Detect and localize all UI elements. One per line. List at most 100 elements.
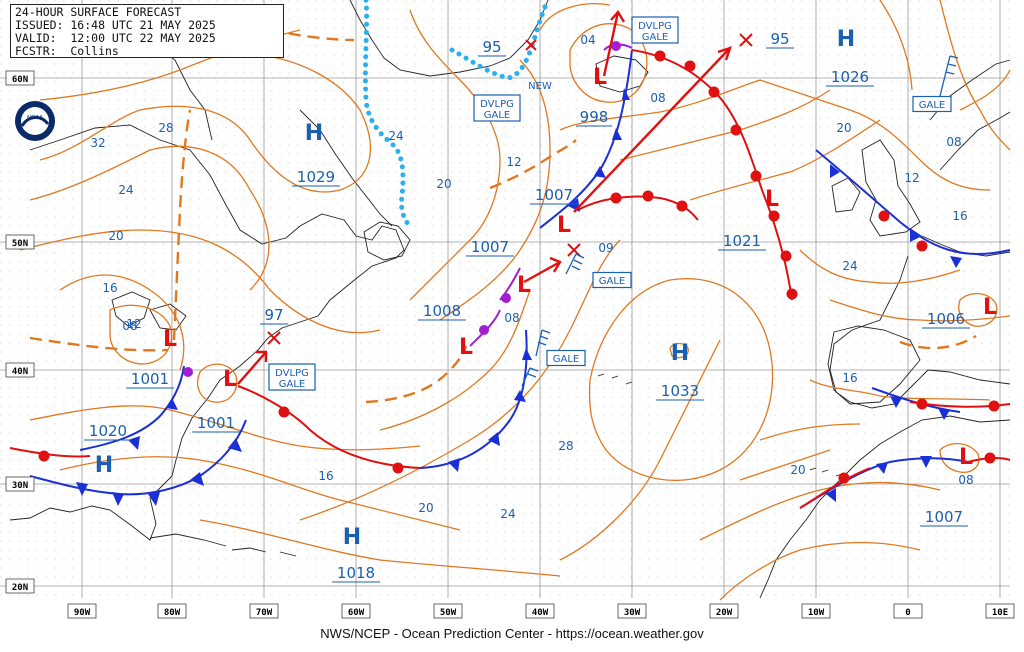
warm-front: [799, 467, 871, 509]
warning-label: GALE: [279, 379, 305, 390]
isobar-label: 09: [598, 241, 613, 255]
lon-label: 30W: [624, 608, 641, 618]
position-marks: [267, 33, 753, 345]
warning-label: GALE: [484, 110, 510, 121]
low-pressure-center: L: [959, 445, 973, 470]
warning-label: DVLPG: [638, 21, 672, 32]
isobar-label: 16: [842, 371, 857, 385]
lon-label: 70W: [256, 608, 273, 618]
isobar: [199, 519, 561, 577]
cold-front-triangle: [938, 408, 950, 420]
low-pressure-center: L: [223, 367, 237, 392]
lat-label-box: [5, 476, 35, 492]
low-pressure-center: L: [557, 213, 571, 238]
caribbean-islands: [149, 533, 297, 557]
isobar-label: 04: [580, 33, 595, 47]
warning-box: [592, 271, 632, 289]
warm-front: [9, 447, 91, 458]
isobar: [59, 274, 185, 371]
cold-front-triangle: [950, 256, 962, 268]
isobar: [689, 119, 881, 201]
low-pressure-value: 1007: [925, 508, 963, 526]
warning-label: GALE: [553, 354, 579, 365]
lon-label-box: [157, 603, 187, 619]
lat-label: 40N: [12, 367, 28, 377]
isobar: [699, 481, 941, 541]
cold-front-triangle: [826, 488, 836, 502]
lon-label: 10E: [992, 608, 1008, 618]
header-valid: VALID: 12:00 UTC 22 MAY 2025: [15, 31, 216, 45]
occluded-front-bump: [479, 325, 489, 335]
x-mark: [267, 331, 281, 345]
warm-front-bump: [642, 190, 654, 202]
isobar-label: 08: [122, 319, 137, 333]
high-pressure-value: 1020: [89, 422, 127, 440]
x-mark: [739, 33, 753, 47]
lon-label-box: [893, 603, 923, 619]
low-pressure-value: 1021: [723, 232, 761, 250]
isobar-label: 20: [418, 501, 433, 515]
warm-front-bump: [392, 462, 404, 474]
footer-credit: NWS/NCEP - Ocean Prediction Center - htt…: [320, 626, 704, 641]
warm-front: [237, 385, 421, 469]
warm-front: [577, 195, 699, 221]
logo-text: NOAA: [27, 115, 43, 121]
low-pressure-center: L: [593, 65, 607, 90]
isobar-label: 20: [836, 121, 851, 135]
ice-edge-line: [449, 0, 551, 81]
isobar: [939, 443, 980, 473]
isobar: [197, 363, 238, 403]
warning-box: [268, 363, 316, 391]
lon-label: 50W: [440, 608, 457, 618]
arrow-head: [256, 350, 268, 362]
warm-front-bump: [916, 398, 928, 410]
cold-front: [79, 365, 185, 451]
cold-front-triangle: [876, 462, 888, 474]
warning-box: [912, 95, 952, 113]
lat-label-box: [5, 70, 35, 86]
isobar-label: 95: [482, 38, 501, 56]
storm-track-arrow: [523, 260, 561, 284]
warm-front-bump: [730, 124, 742, 136]
warm-front-bump: [786, 288, 798, 300]
storm-track-arrow: [237, 351, 267, 385]
cold-front-triangle: [612, 128, 622, 140]
isobar: [569, 23, 648, 103]
lon-label-box: [709, 603, 739, 619]
greenland-coast: [349, 0, 549, 77]
warning-box: [631, 16, 679, 44]
isobar: [19, 229, 381, 334]
warm-front-bump: [654, 50, 666, 62]
isobar-label: 24: [500, 507, 515, 521]
isobar-label: 20: [436, 177, 451, 191]
isobar-label: 08: [958, 473, 973, 487]
x-mark: [567, 243, 581, 257]
cold-front-triangle: [910, 228, 922, 242]
cold-front-triangle: [190, 472, 204, 486]
isobar: [29, 405, 421, 451]
isobar: [409, 9, 501, 301]
cold-front-triangle: [522, 348, 532, 360]
arrow-head: [717, 46, 732, 61]
low-pressure-value: 1007: [535, 186, 573, 204]
isobar-label: 16: [318, 469, 333, 483]
low-pressure-center: L: [765, 187, 779, 212]
warm-front-bump: [676, 200, 688, 212]
cold-front-triangle: [622, 88, 630, 100]
wind-barb: [565, 253, 585, 275]
high-pressure-center: H: [671, 341, 689, 366]
isobar-label: 12: [506, 155, 521, 169]
cold-front-triangle: [890, 396, 902, 408]
lat-label: 50N: [12, 239, 28, 249]
high-pressure-value: 1026: [831, 68, 869, 86]
isobar-label: 16: [952, 209, 967, 223]
isobar-label: 24: [388, 129, 403, 143]
lat-label: 60N: [12, 75, 28, 85]
low-pressure-center: L: [163, 327, 177, 352]
low-pressure-value: 1008: [423, 302, 461, 320]
high-pressure-value: 1018: [337, 564, 375, 582]
lon-label-box: [249, 603, 279, 619]
isobar: [719, 541, 921, 601]
high-pressure-value: 1029: [297, 168, 335, 186]
occluded-front-bump: [611, 41, 621, 51]
